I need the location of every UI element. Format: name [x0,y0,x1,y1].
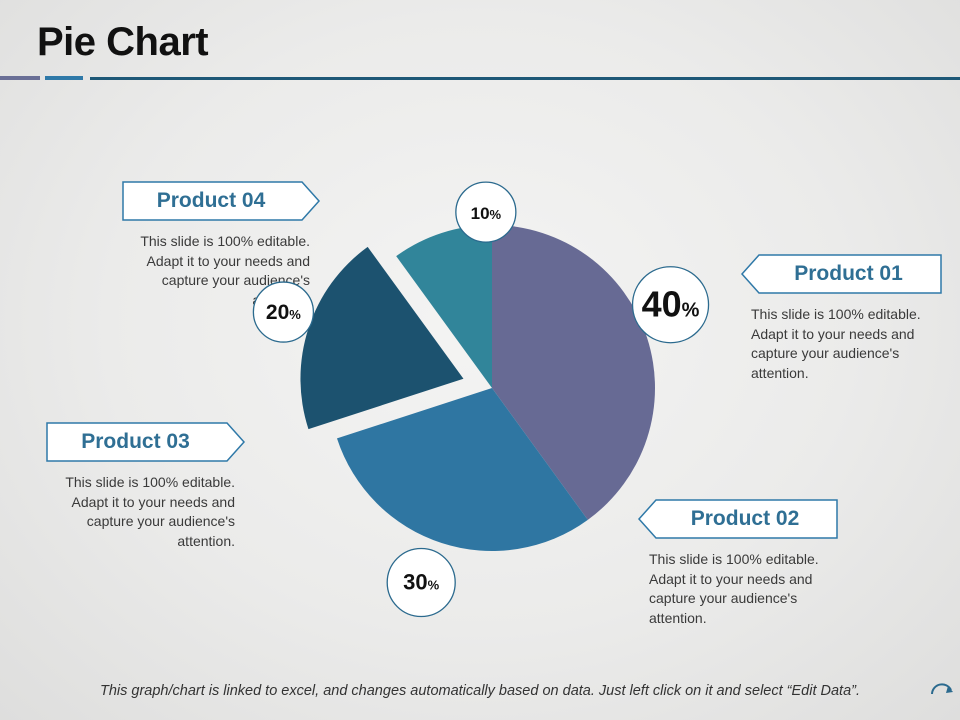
refresh-arrow-icon[interactable] [929,680,955,704]
label-arrow-left-shape [637,499,838,539]
label-arrow-right-shape [122,181,321,221]
percent-label: 20% [266,301,301,324]
percent-badge-product-01: 40% [631,266,710,344]
product-03-label-text: Product 03 [81,430,190,453]
product-03-description: This slide is 100% editable. Adapt it to… [65,474,235,549]
percent-badge-circle [631,266,710,344]
pie-slice-product-01[interactable] [492,225,655,520]
percent-label: 10% [471,204,502,223]
product-04-label-text: Product 04 [156,189,266,212]
percent-label: 40% [642,284,700,325]
percent-badge-circle [455,181,517,243]
percent-badge-circle [252,281,315,343]
pie-slice-product-03[interactable] [300,246,464,430]
product-01-label[interactable]: Product 01 [740,254,942,294]
title-rule-segment-1 [0,76,40,80]
label-arrow-right-shape [46,422,246,462]
product-04-label[interactable]: Product 04 [122,181,321,221]
pie-slice-product-04[interactable] [396,225,492,388]
percent-badge-product-03: 20% [252,281,315,343]
label-arrow-left-shape [740,254,942,294]
title-rule-line [90,77,960,80]
product-02-label[interactable]: Product 02 [637,499,838,539]
product-03-label[interactable]: Product 03 [46,422,246,462]
percent-label: 30% [403,570,439,595]
product-02-description: This slide is 100% editable. Adapt it to… [649,551,819,626]
page-title: Pie Chart [37,20,209,64]
product-01-description: This slide is 100% editable. Adapt it to… [751,306,921,381]
percent-badge-circle [386,547,456,618]
product-01-label-text: Product 01 [794,262,903,285]
percent-badge-product-02: 30% [386,547,456,618]
percent-badge-product-04: 10% [455,181,517,243]
pie-slice-product-02[interactable] [336,388,588,551]
title-rule-segment-2 [45,76,83,80]
product-02-label-text: Product 02 [690,507,800,530]
footer-note: This graph/chart is linked to excel, and… [99,683,861,699]
